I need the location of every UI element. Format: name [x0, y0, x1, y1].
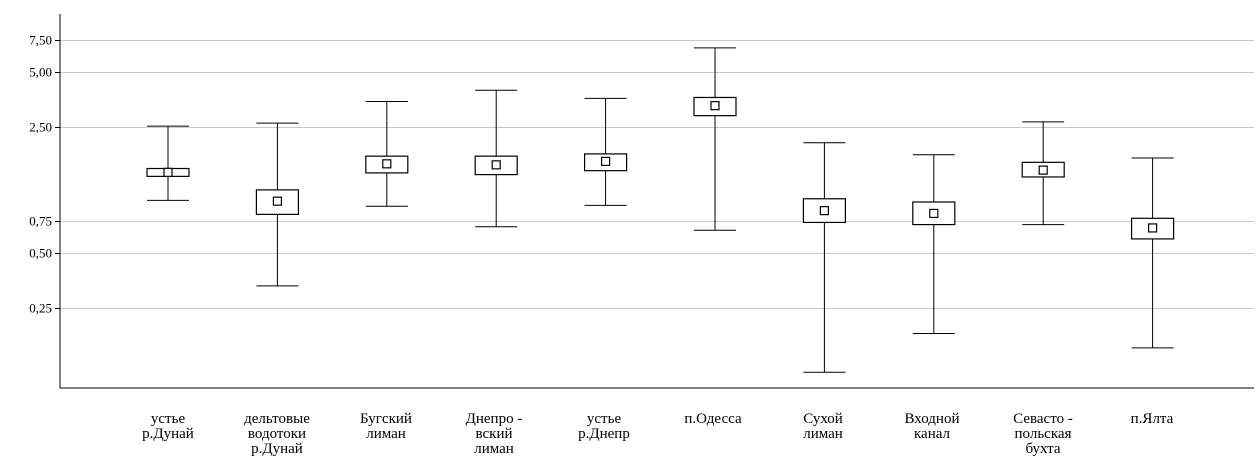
mean-marker — [163, 167, 173, 177]
x-tick-label: п.Одесса — [684, 411, 742, 427]
y-tick-label: 0,25 — [29, 301, 52, 316]
y-tick-label: 2,50 — [29, 120, 52, 135]
boxes — [146, 47, 1175, 373]
box-whisker — [365, 100, 409, 207]
mean-marker — [929, 208, 939, 219]
mean-marker — [819, 206, 830, 216]
y-tick-label: 5,00 — [29, 65, 52, 80]
box-whisker — [802, 142, 847, 373]
mean-marker — [710, 101, 720, 111]
mean-marker — [1038, 165, 1048, 175]
box-whisker — [146, 125, 190, 201]
x-tick-label: Входной канал — [904, 411, 960, 442]
mean-marker — [272, 196, 282, 206]
y-tick-label: 7,50 — [29, 33, 52, 48]
gridlines — [60, 40, 1254, 309]
y-axis-ticks: 0,25 0,50 0,75 2,50 5,00 7,50 — [29, 33, 60, 316]
mean-marker — [382, 159, 392, 169]
mean-marker — [600, 156, 611, 166]
mean-marker — [1147, 223, 1158, 233]
x-tick-label: дельтовые водотоки р.Дунай — [244, 411, 310, 457]
box-whisker — [255, 122, 299, 287]
x-tick-label: Бугский лиман — [360, 411, 412, 442]
box-whisker — [693, 47, 737, 231]
x-tick-label: Севасто - польская бухта — [1013, 411, 1073, 457]
y-tick-label: 0,75 — [29, 214, 52, 229]
y-tick-label: 0,50 — [29, 246, 52, 261]
box-whisker — [1130, 157, 1175, 349]
box-whisker — [1021, 121, 1065, 226]
x-tick-label: устье р.Дунай — [142, 411, 194, 442]
box-whisker — [912, 154, 956, 335]
box-whisker — [583, 97, 628, 206]
box-whisker — [474, 89, 518, 228]
mean-marker — [491, 160, 501, 170]
x-tick-label: устье р.Днепр — [578, 411, 630, 442]
x-tick-label: Днепро - вский лиман — [465, 411, 523, 457]
x-tick-label: Сухой лиман — [803, 411, 843, 442]
x-tick-label: п.Ялта — [1130, 411, 1174, 427]
